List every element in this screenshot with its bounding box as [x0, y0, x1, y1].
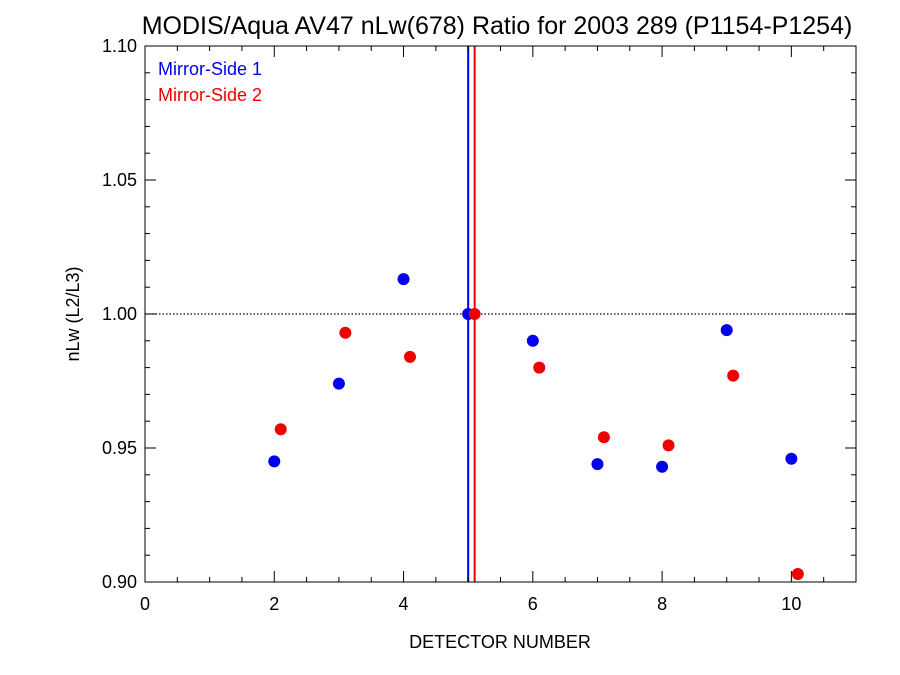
- series-2-point: [404, 350, 417, 363]
- series-2-point: [339, 326, 352, 339]
- series-2-point: [727, 369, 740, 382]
- series-1-point: [332, 377, 345, 390]
- x-tick-label: 10: [781, 594, 801, 614]
- series-1-point: [656, 460, 669, 473]
- legend-entry-1: Mirror-Side 1: [158, 59, 262, 79]
- y-tick-label: 1.05: [102, 170, 137, 190]
- x-tick-label: 8: [657, 594, 667, 614]
- x-tick-label: 6: [528, 594, 538, 614]
- y-tick-label: 1.00: [102, 304, 137, 324]
- plot-frame: [144, 45, 857, 583]
- x-tick-label: 4: [399, 594, 409, 614]
- x-tick-label: 2: [269, 594, 279, 614]
- series-1-point: [526, 334, 539, 347]
- y-axis-label: nLw (L2/L3): [63, 266, 83, 361]
- series-2-point: [533, 361, 546, 374]
- series-2-point: [468, 308, 481, 320]
- x-axis-label: DETECTOR NUMBER: [409, 632, 591, 652]
- series-1-point: [785, 452, 798, 465]
- series-2-point: [597, 431, 610, 444]
- y-tick-label: 0.95: [102, 438, 137, 458]
- series-2-point: [274, 423, 287, 436]
- series-2-point: [791, 567, 804, 580]
- x-tick-label: 0: [140, 594, 150, 614]
- legend-entry-2: Mirror-Side 2: [158, 85, 262, 105]
- y-tick-label: 1.10: [102, 36, 137, 56]
- chart-title: MODIS/Aqua AV47 nLw(678) Ratio for 2003 …: [142, 12, 853, 40]
- series-1-point: [397, 273, 410, 286]
- y-tick-label: 0.90: [102, 572, 137, 592]
- series-2-point: [662, 439, 675, 452]
- series-1-point: [591, 458, 604, 471]
- series-1-point: [268, 455, 281, 468]
- series-1-point: [720, 324, 733, 337]
